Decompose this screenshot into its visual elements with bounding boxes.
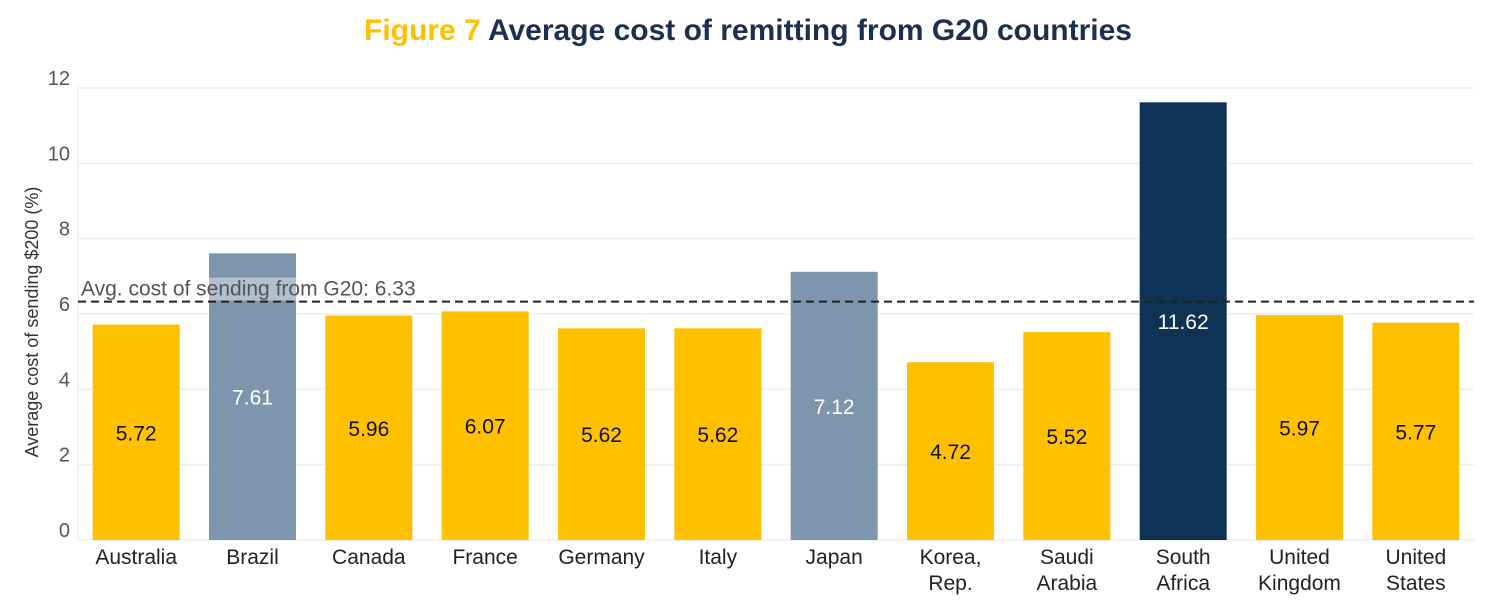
data-label: 5.72 (116, 422, 157, 445)
y-axis-label: Average cost of sending $200 (%) (22, 187, 42, 458)
x-tick-label: Rep. (928, 572, 972, 595)
bar (907, 362, 994, 540)
x-tick-label: Australia (95, 546, 177, 569)
y-tick-label: 8 (59, 219, 70, 241)
data-label: 4.72 (930, 441, 971, 464)
y-tick-label: 2 (59, 445, 70, 467)
data-label: 5.52 (1046, 426, 1087, 449)
bar (325, 315, 413, 540)
x-tick-label: Arabia (1036, 572, 1097, 595)
data-label: 7.12 (814, 396, 855, 419)
x-tick-label: United (1269, 546, 1330, 569)
y-tick-label: 4 (59, 369, 70, 391)
data-label: 5.62 (581, 424, 622, 447)
bar (558, 328, 645, 540)
y-tick-label: 10 (48, 143, 70, 165)
x-tick-label: Italy (699, 546, 738, 569)
x-tick-label: France (452, 546, 517, 569)
bar (1256, 315, 1343, 540)
bar (1372, 322, 1460, 540)
x-tick-label: South (1156, 546, 1211, 569)
bar (92, 324, 180, 540)
reference-label-background (79, 277, 418, 301)
data-label: 5.96 (348, 418, 389, 441)
x-tick-label: Kingdom (1258, 572, 1341, 595)
data-label: 5.62 (697, 424, 738, 447)
x-tick-label: Canada (332, 546, 406, 569)
reference-line-label: Avg. cost of sending from G20: 6.33 (81, 278, 416, 301)
x-tick-label: Germany (558, 546, 645, 569)
bar (441, 311, 529, 540)
data-label: 7.61 (232, 387, 273, 410)
x-tick-label: Saudi (1040, 546, 1094, 569)
bar (1023, 332, 1111, 540)
data-label: 5.97 (1279, 418, 1320, 441)
data-label: 11.62 (1158, 311, 1209, 334)
x-tick-label: Korea, (920, 546, 982, 569)
chart-title: Figure 7 Average cost of remitting from … (0, 14, 1496, 48)
x-tick-label: Japan (806, 546, 863, 569)
x-tick-label: Africa (1156, 572, 1210, 595)
bar (1139, 102, 1227, 541)
y-tick-label: 6 (59, 294, 70, 316)
figure-label: Figure 7 (364, 14, 481, 47)
x-tick-label: States (1386, 572, 1446, 595)
data-label: 5.77 (1395, 421, 1436, 444)
data-label: 6.07 (465, 416, 506, 439)
title-text: Average cost of remitting from G20 count… (487, 14, 1132, 47)
bar (790, 271, 878, 540)
y-tick-label: 12 (48, 68, 70, 90)
bar (674, 328, 762, 540)
x-tick-label: United (1385, 546, 1446, 569)
y-tick-label: 0 (59, 520, 70, 542)
x-tick-label: Brazil (226, 546, 279, 569)
